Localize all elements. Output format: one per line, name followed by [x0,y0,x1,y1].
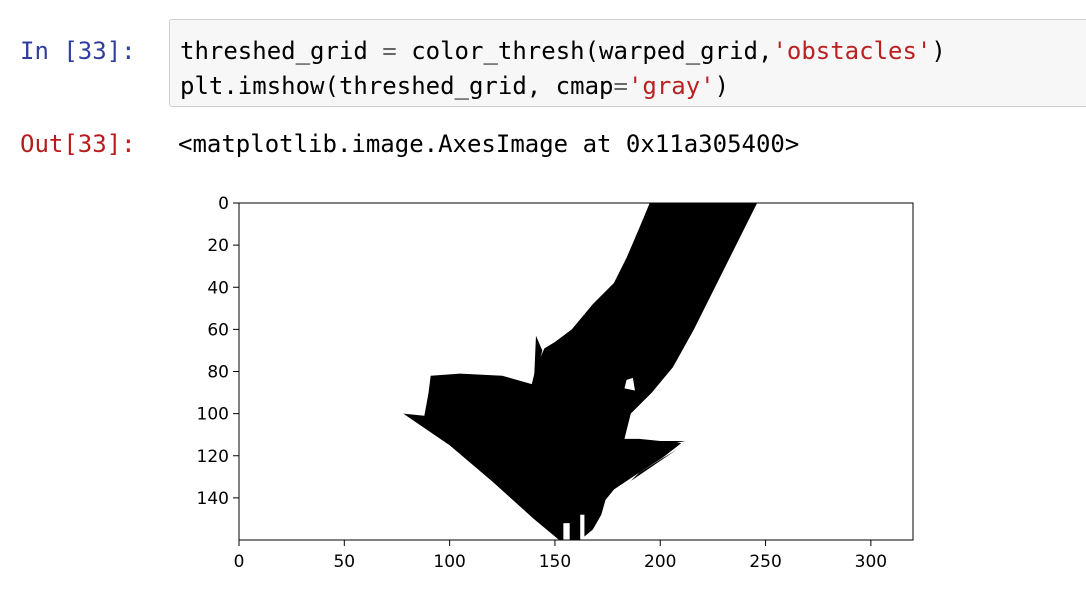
code-operator: = [382,37,397,65]
obstacle-spike [533,335,543,385]
free-space-hole [563,523,570,540]
code-operator: = [613,72,628,100]
obstacle-spike [624,441,686,452]
free-space-hole [624,377,635,391]
y-tick-label: 80 [207,363,229,383]
x-tick-label: 50 [333,552,355,572]
plot-image-area [239,203,913,540]
obstacle-spike [630,449,678,482]
input-prompt: In [33]: [20,37,136,65]
x-tick-label: 300 [855,552,887,572]
obstacle-region [403,203,758,540]
code-string: 'obstacles' [772,37,932,65]
free-space-hole [618,481,631,494]
y-tick-label: 120 [197,447,229,467]
code-token: ) [714,72,730,100]
code-token: plt.imshow(threshed_grid, cmap [180,72,614,100]
x-tick-label: 150 [539,552,571,572]
code-token: ) [931,37,946,65]
y-tick-label: 40 [207,278,229,298]
y-tick-label: 20 [207,236,229,256]
y-tick-label: 100 [197,405,229,425]
output-text: <matplotlib.image.AxesImage at 0x11a3054… [178,130,800,158]
x-tick-label: 200 [644,552,676,572]
x-tick-label: 250 [749,552,781,572]
free-space-hole [580,514,585,540]
code-input-area[interactable]: threshed_grid = color_thresh(warped_grid… [169,19,1086,107]
x-tick-label: 100 [433,552,465,572]
y-axis: 0 20 40 60 80 100 120 140 [197,194,239,509]
code-token: color_thresh(warped_grid, [396,37,773,65]
code-string: 'gray' [627,72,715,100]
code-token: threshed_grid [180,37,383,65]
code-line-2: plt.imshow(threshed_grid, cmap='gray') [180,69,729,103]
y-tick-label: 140 [197,489,229,509]
output-prompt: Out[33]: [20,130,136,158]
x-axis: 0 50 100 150 200 250 300 [234,540,887,572]
y-tick-label: 60 [207,320,229,340]
x-tick-label: 0 [234,552,245,572]
code-line-1: threshed_grid = color_thresh(warped_grid… [180,34,946,68]
y-tick-label: 0 [218,194,229,214]
